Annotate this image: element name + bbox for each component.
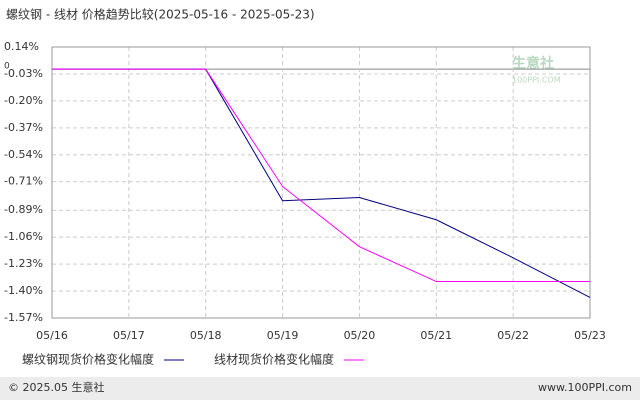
x-tick-label: 05/19 xyxy=(267,329,299,342)
legend-label: 线材现货价格变化幅度 xyxy=(214,352,334,367)
y-tick-label: -0.71% xyxy=(4,175,43,188)
y-tick-label: -1.23% xyxy=(4,257,43,270)
watermark-site: 100PPI.COM xyxy=(512,76,561,85)
y-tick-label: -0.89% xyxy=(4,203,43,216)
x-tick-label: 05/21 xyxy=(420,329,452,342)
x-tick-label: 05/17 xyxy=(113,329,145,342)
footer-left: © 2025.05 生意社 xyxy=(8,380,104,394)
y-tick-label: -0.03% xyxy=(4,67,43,80)
x-tick-label: 05/22 xyxy=(497,329,529,342)
series-line xyxy=(52,68,590,283)
y-tick-label: -0.37% xyxy=(4,121,43,134)
footer-right: www.100PPI.com xyxy=(538,381,632,394)
y-tick-label: -1.40% xyxy=(4,284,43,297)
y-tick-label: -1.06% xyxy=(4,230,43,243)
chart-title: 螺纹钢 - 线材 价格趋势比较(2025-05-16 - 2025-05-23) xyxy=(6,7,315,22)
x-tick-label: 05/16 xyxy=(36,329,68,342)
y-tick-label: -1.57% xyxy=(4,311,43,324)
x-tick-label: 05/18 xyxy=(190,329,222,342)
watermark-name: 生意社 xyxy=(512,55,554,72)
footer-bar xyxy=(0,377,640,400)
y-tick-label: 0.14% xyxy=(4,40,39,53)
x-tick-label: 05/23 xyxy=(574,329,606,342)
y-tick-label: -0.54% xyxy=(4,148,43,161)
legend-label: 螺纹钢现货价格变化幅度 xyxy=(22,352,154,367)
zero-tick-label: 0 xyxy=(4,62,10,72)
x-tick-label: 05/20 xyxy=(344,329,376,342)
plot-border xyxy=(51,46,591,319)
y-tick-label: -0.20% xyxy=(4,94,43,107)
